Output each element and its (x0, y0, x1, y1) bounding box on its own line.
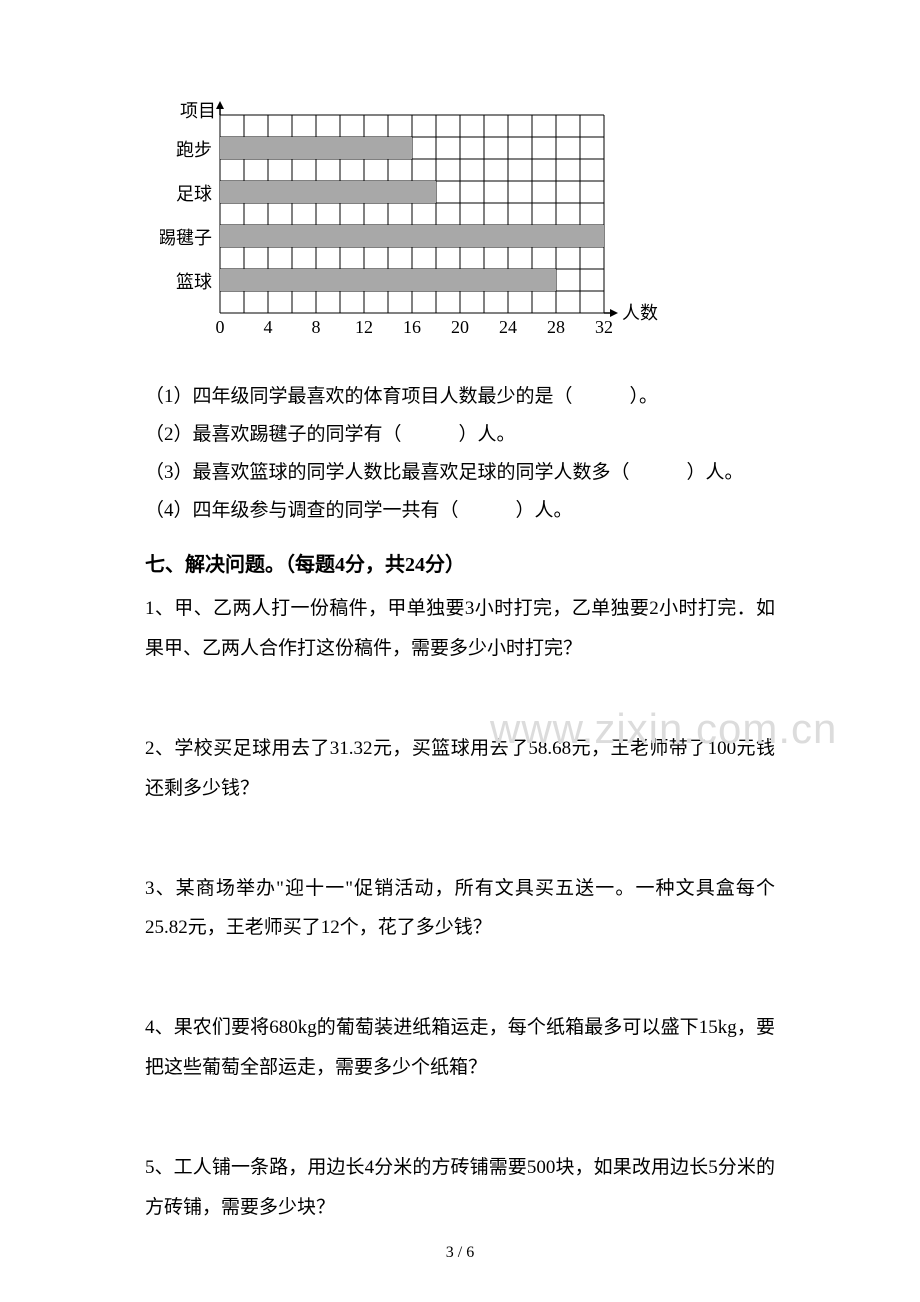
svg-text:8: 8 (312, 317, 321, 337)
page-number: 3 / 6 (0, 1244, 920, 1262)
problem-4: 4、果农们要将680kg的葡萄装进纸箱运走，每个纸箱最多可以盛下15kg，要把这… (145, 1008, 775, 1088)
svg-text:跑步: 跑步 (176, 140, 212, 160)
problem-2: 2、学校买足球用去了31.32元，买篮球用去了58.68元，王老师带了100元钱… (145, 729, 775, 809)
svg-text:人数: 人数 (622, 303, 658, 323)
svg-text:24: 24 (499, 317, 517, 337)
svg-text:16: 16 (403, 317, 421, 337)
problem-5: 5、工人铺一条路，用边长4分米的方砖铺需要500块，如果改用边长5分米的方砖铺，… (145, 1148, 775, 1228)
svg-text:12: 12 (355, 317, 373, 337)
problem-1: 1、甲、乙两人打一份稿件，甲单独要3小时打完，乙单独要2小时打完．如果甲、乙两人… (145, 589, 775, 669)
svg-text:篮球: 篮球 (176, 272, 212, 292)
svg-text:项目: 项目 (180, 101, 216, 121)
svg-text:踢毽子: 踢毽子 (160, 228, 212, 248)
svg-text:0: 0 (216, 317, 225, 337)
svg-text:足球: 足球 (176, 184, 212, 204)
svg-text:32: 32 (595, 317, 613, 337)
svg-text:28: 28 (547, 317, 565, 337)
svg-text:4: 4 (264, 317, 273, 337)
question-3: （3）最喜欢篮球的同学人数比最喜欢足球的同学人数多（ ）人。 (145, 454, 775, 492)
question-1: （1）四年级同学最喜欢的体育项目人数最少的是（ ）。 (145, 378, 775, 416)
question-2: （2）最喜欢踢毽子的同学有（ ）人。 (145, 416, 775, 454)
svg-text:20: 20 (451, 317, 469, 337)
chart-container: 跑步足球踢毽子篮球 项目人数 0 4 8 12 16 20 24 28 32 (160, 100, 775, 358)
horizontal-bar-chart: 跑步足球踢毽子篮球 项目人数 0 4 8 12 16 20 24 28 32 (160, 100, 664, 353)
section-heading: 七、解决问题。（每题4分，共24分） (145, 548, 775, 577)
question-4: （4）四年级参与调查的同学一共有（ ）人。 (145, 492, 775, 530)
problem-3: 3、某商场举办"迎十一"促销活动，所有文具买五送一。一种文具盒每个25.82元，… (145, 869, 775, 949)
